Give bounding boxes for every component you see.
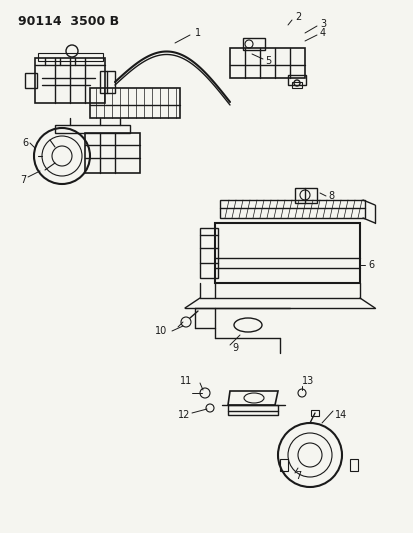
Text: 3: 3 bbox=[319, 19, 325, 29]
Text: 8: 8 bbox=[327, 191, 333, 201]
Bar bbox=[214, 223, 359, 283]
Bar bbox=[25, 73, 37, 88]
Text: 4: 4 bbox=[319, 28, 325, 38]
Text: 7: 7 bbox=[294, 471, 301, 481]
Bar bbox=[310, 410, 318, 416]
Text: 6: 6 bbox=[367, 260, 373, 270]
Text: 9: 9 bbox=[231, 343, 237, 353]
Bar bbox=[291, 82, 301, 88]
Bar bbox=[85, 133, 140, 173]
Bar bbox=[279, 459, 287, 471]
Bar bbox=[55, 125, 130, 133]
Bar bbox=[287, 75, 305, 85]
Bar bbox=[228, 405, 277, 415]
Bar bbox=[294, 188, 316, 203]
Text: 2: 2 bbox=[294, 12, 301, 22]
Bar bbox=[35, 58, 105, 103]
Text: 5: 5 bbox=[264, 56, 271, 66]
Bar bbox=[349, 459, 357, 471]
Text: 11: 11 bbox=[180, 376, 192, 386]
Text: 10: 10 bbox=[154, 326, 167, 336]
Bar bbox=[242, 38, 264, 50]
Bar bbox=[219, 200, 364, 218]
Bar bbox=[230, 48, 304, 78]
Text: 1: 1 bbox=[195, 28, 201, 38]
Bar bbox=[199, 228, 218, 278]
Bar bbox=[38, 53, 103, 61]
Text: 90114  3500 B: 90114 3500 B bbox=[18, 15, 119, 28]
Text: 14: 14 bbox=[334, 410, 347, 420]
Text: 6: 6 bbox=[22, 138, 28, 148]
Bar bbox=[100, 71, 115, 93]
Text: 13: 13 bbox=[301, 376, 313, 386]
Text: 7: 7 bbox=[20, 175, 26, 185]
Bar bbox=[90, 88, 180, 118]
Text: 12: 12 bbox=[178, 410, 190, 420]
